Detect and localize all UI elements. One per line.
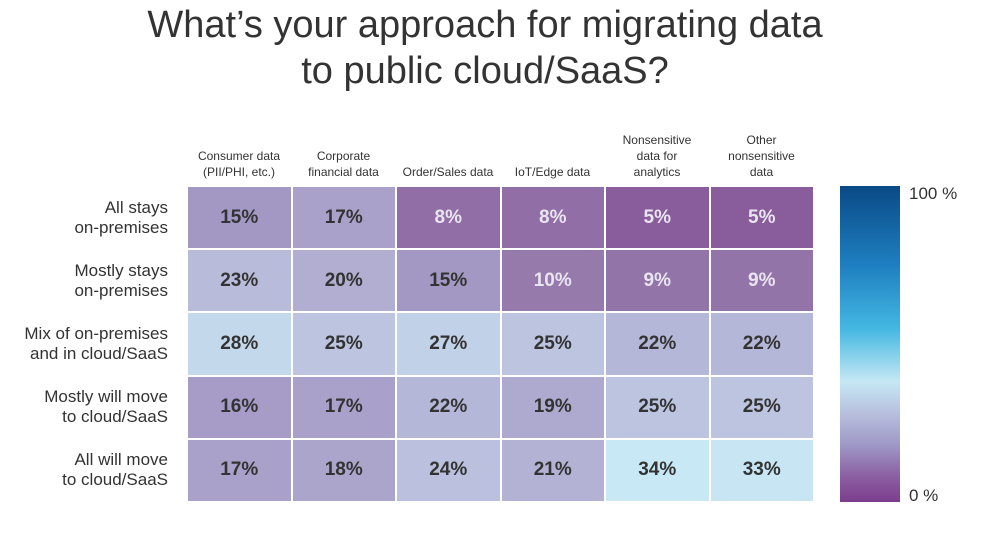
heatmap-cell: 17% (291, 375, 396, 439)
cell-value: 16% (220, 396, 259, 418)
heatmap-cell: 34% (605, 438, 710, 502)
heatmap-cell: 21% (500, 438, 605, 502)
heatmap-cell: 17% (291, 186, 396, 250)
column-header: Other nonsensitive data (710, 128, 814, 180)
column-header: Order/Sales data (396, 128, 500, 180)
cell-value: 5% (748, 206, 776, 228)
heatmap-cell: 9% (605, 249, 710, 313)
color-scale-min-label: 0 % (909, 486, 939, 505)
row-label-line: and in cloud/SaaS (30, 343, 168, 363)
row-label-line: All will move (74, 450, 168, 470)
column-header-line: Other (746, 133, 777, 147)
heatmap-cell: 15% (396, 249, 501, 313)
cell-value: 33% (742, 459, 781, 481)
row-label-line: on-premises (74, 217, 168, 237)
cell-value: 17% (324, 206, 363, 228)
heatmap-cell: 23% (187, 249, 292, 313)
column-header-line: financial data (308, 165, 379, 179)
cell-value: 21% (533, 459, 572, 481)
row-label-line: All stays (104, 197, 168, 217)
heatmap-cell: 25% (291, 312, 396, 376)
heatmap-cell: 20% (291, 249, 396, 313)
heatmap-cell: 27% (396, 312, 501, 376)
heatmap-cell: 5% (605, 186, 710, 250)
cell-value: 24% (429, 459, 468, 481)
row-label-line: Mix of on-premises (24, 323, 168, 343)
column-header-line: IoT/Edge data (514, 165, 591, 179)
cell-value: 25% (742, 396, 781, 418)
heatmap-cell: 10% (500, 249, 605, 313)
heatmap-cell: 15% (187, 186, 292, 250)
cell-value: 9% (748, 269, 776, 291)
cell-value: 22% (638, 332, 677, 354)
heatmap-cell: 25% (709, 375, 814, 439)
heatmap-cell: 18% (291, 438, 396, 502)
column-header-line: nonsensitive (728, 149, 795, 163)
column-header: Corporate financial data (292, 128, 396, 180)
chart-title-line-1: What’s your approach for migrating data (147, 4, 823, 46)
heatmap-cell: 9% (709, 249, 814, 313)
chart-title: What’s your approach for migrating data … (0, 2, 970, 94)
heatmap-cell: 19% (500, 375, 605, 439)
cell-value: 22% (742, 332, 781, 354)
cell-value: 34% (638, 459, 677, 481)
heatmap-cell: 33% (709, 438, 814, 502)
chart-title-line-2: to public cloud/SaaS? (301, 50, 669, 92)
cell-value: 19% (533, 396, 572, 418)
row-label-line: Mostly will move (44, 387, 168, 407)
column-header: IoT/Edge data (501, 128, 605, 180)
cell-value: 18% (324, 459, 363, 481)
column-header-line: data (749, 165, 774, 179)
column-header: Nonsensitive data for analytics (605, 128, 709, 180)
heatmap-cell: 28% (187, 312, 292, 376)
heatmap-cell: 5% (709, 186, 814, 250)
cell-value: 8% (539, 206, 567, 228)
heatmap-cell: 17% (187, 438, 292, 502)
cell-value: 25% (533, 332, 572, 354)
row-label-line: on-premises (74, 280, 168, 300)
cell-value: 10% (533, 269, 572, 291)
cell-value: 27% (429, 332, 468, 354)
heatmap-cell: 22% (709, 312, 814, 376)
heatmap-cell: 24% (396, 438, 501, 502)
heatmap-cell: 22% (396, 375, 501, 439)
color-scale-max-label: 100 % (909, 184, 958, 203)
cell-value: 28% (220, 332, 259, 354)
cell-value: 25% (324, 332, 363, 354)
heatmap-cell: 25% (500, 312, 605, 376)
row-label-line: Mostly stays (74, 260, 168, 280)
heatmap-cell: 16% (187, 375, 292, 439)
cell-value: 5% (643, 206, 671, 228)
column-header-line: analytics (633, 165, 681, 179)
row-label: Mostly stays on-premises (0, 249, 168, 312)
row-label: Mostly will move to cloud/SaaS (0, 376, 168, 439)
column-header-line: data for (636, 149, 678, 163)
cell-value: 15% (220, 206, 259, 228)
column-header-line: (PII/PHI, etc.) (202, 165, 275, 179)
cell-value: 9% (643, 269, 671, 291)
column-header-line: Order/Sales data (402, 165, 494, 179)
column-header-line: Consumer data (197, 149, 281, 163)
row-label: All will move to cloud/SaaS (0, 439, 168, 502)
cell-value: 20% (324, 269, 363, 291)
color-scale-bar (840, 186, 900, 502)
cell-value: 15% (429, 269, 468, 291)
cell-value: 22% (429, 396, 468, 418)
heatmap-cell: 25% (605, 375, 710, 439)
cell-value: 8% (434, 206, 462, 228)
heatmap-cell: 22% (605, 312, 710, 376)
cell-value: 17% (324, 396, 363, 418)
row-label: All stays on-premises (0, 186, 168, 249)
cell-value: 25% (638, 396, 677, 418)
column-header: Consumer data (PII/PHI, etc.) (187, 128, 291, 180)
heatmap-cell: 8% (396, 186, 501, 250)
heatmap-cell: 8% (500, 186, 605, 250)
cell-value: 17% (220, 459, 259, 481)
cell-value: 23% (220, 269, 259, 291)
column-header-line: Corporate (316, 149, 371, 163)
row-label-line: to cloud/SaaS (62, 407, 168, 427)
row-label-line: to cloud/SaaS (62, 470, 168, 490)
column-header-line: Nonsensitive (622, 133, 692, 147)
row-label: Mix of on-premises and in cloud/SaaS (0, 312, 168, 375)
